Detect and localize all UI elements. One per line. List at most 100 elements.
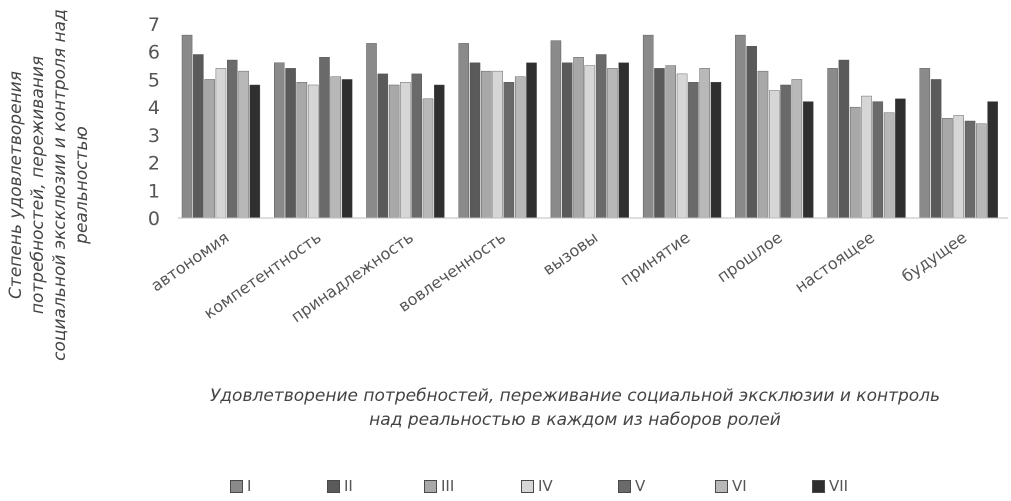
bar [883,112,895,219]
y-tick-label: 2 [148,153,160,175]
legend-label: II [344,477,353,495]
legend-swatch [812,479,825,493]
bar [802,101,814,219]
bar [226,59,238,219]
bar [757,70,769,219]
bar [780,84,791,219]
y-axis: 0 1 2 3 4 5 6 7 [148,14,160,230]
bar [769,90,780,219]
x-tick-label: будущее [898,228,970,286]
y-axis-title: Степень удовлетворения потребностей, пер… [6,9,92,361]
bar [573,57,584,219]
legend-label: IV [538,477,553,495]
bar [388,84,400,219]
x-axis-title: Удовлетворение потребностей, переживание… [209,386,941,430]
legend-label: I [247,477,252,495]
bar [469,62,481,219]
bar [665,65,677,219]
bar [377,73,389,219]
bar [930,79,942,219]
bar [181,34,193,219]
bar [481,70,492,219]
bar [838,59,850,219]
bar [919,68,931,219]
y-tick-label: 7 [148,14,160,36]
legend-item: I [230,476,251,496]
bar [642,34,654,219]
bar [953,115,964,219]
bar [827,68,838,219]
legend-label: VII [829,477,849,495]
bar [861,95,872,219]
legend: I II III IV V VI VII [230,476,930,498]
bar [193,54,204,219]
legend-label: V [635,477,646,495]
bar [296,81,308,219]
bar [688,81,699,219]
x-axis: автономиякомпетентностьпринадлежностьвов… [147,217,1008,326]
x-tick-label: принятие [617,228,694,290]
bar [791,79,803,219]
bar [942,118,953,219]
bar [274,62,285,219]
bar [238,70,249,219]
bar [319,57,330,219]
bar [584,65,596,219]
x-tick-label: вызовы [539,228,601,279]
bar [330,76,342,219]
bars [181,34,998,219]
x-tick-label: настоящее [791,228,878,297]
bar [204,79,215,219]
bar [987,101,998,219]
bar [895,98,906,219]
bar [746,45,757,219]
bar [595,54,607,219]
bar [458,43,469,219]
legend-item: VII [812,476,848,496]
bar [872,101,884,219]
bar [561,62,573,219]
bar [422,98,434,219]
bar [215,68,227,219]
bar [964,120,976,219]
legend-item: II [327,476,353,496]
legend-item: V [618,476,645,496]
y-tick-label: 0 [148,208,160,230]
legend-swatch [327,479,340,493]
y-tick-label: 3 [148,125,160,147]
bar [654,68,665,219]
bar [710,81,722,219]
bar [976,123,987,219]
bar [618,62,629,219]
legend-item: IV [521,476,553,496]
bar [411,73,422,219]
bar [434,84,445,219]
bar [526,62,537,219]
bar [366,43,377,219]
legend-label: III [441,477,455,495]
bar [285,68,296,219]
legend-swatch [618,479,631,493]
bar [400,81,411,219]
y-tick-label: 5 [148,69,160,91]
legend-swatch [424,479,437,493]
y-tick-label: 4 [148,97,160,119]
x-tick-label: прошлое [713,228,785,287]
x-tick-label: автономия [147,228,232,296]
bar [676,73,688,219]
legend-item: III [424,476,454,496]
bar [699,68,710,219]
bar [849,106,861,219]
legend-swatch [230,479,243,493]
bar [550,40,562,219]
legend-label: VI [732,477,747,495]
bar [341,79,353,219]
bar [307,84,319,219]
bar [249,84,261,219]
bar [514,76,526,219]
bar [492,70,503,219]
bar [607,68,618,219]
legend-swatch [715,479,728,493]
y-tick-label: 1 [148,180,160,202]
